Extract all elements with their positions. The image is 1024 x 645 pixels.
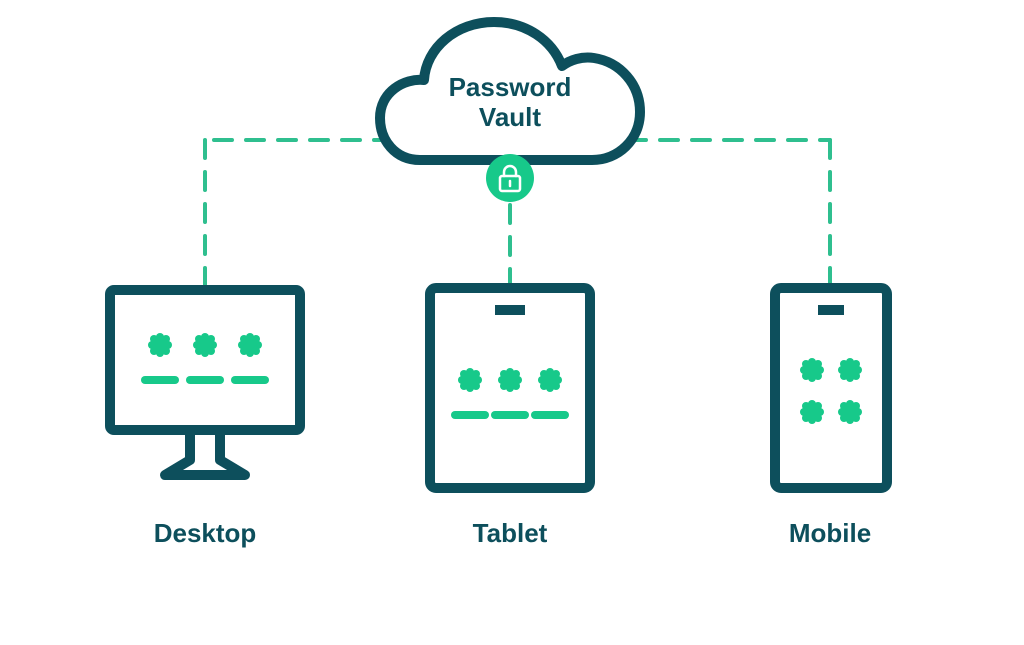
cloud-title-line1: Password bbox=[449, 72, 572, 102]
cloud-title-line2: Vault bbox=[479, 102, 541, 132]
mobile-icon bbox=[775, 288, 887, 488]
tablet-icon bbox=[430, 288, 590, 488]
mobile-label: Mobile bbox=[730, 518, 930, 549]
desktop-icon bbox=[110, 290, 300, 475]
desktop-label: Desktop bbox=[105, 518, 305, 549]
mobile-password-glyphs bbox=[804, 362, 858, 420]
diagram-stage: Password Vault bbox=[0, 0, 1024, 645]
tablet-password-glyphs bbox=[455, 372, 565, 415]
desktop-password-glyphs bbox=[145, 337, 265, 380]
tablet-label: Tablet bbox=[410, 518, 610, 549]
cloud-icon: Password Vault bbox=[380, 22, 640, 160]
lock-badge bbox=[486, 154, 534, 202]
